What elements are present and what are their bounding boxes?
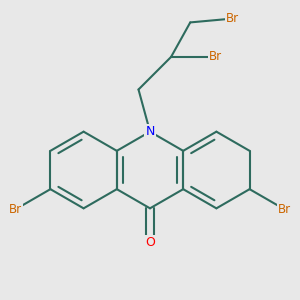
Text: N: N <box>145 125 155 138</box>
Text: O: O <box>145 236 155 249</box>
Text: Br: Br <box>278 203 291 216</box>
Text: Br: Br <box>226 12 239 25</box>
Text: Br: Br <box>208 50 222 63</box>
Text: Br: Br <box>9 203 22 216</box>
